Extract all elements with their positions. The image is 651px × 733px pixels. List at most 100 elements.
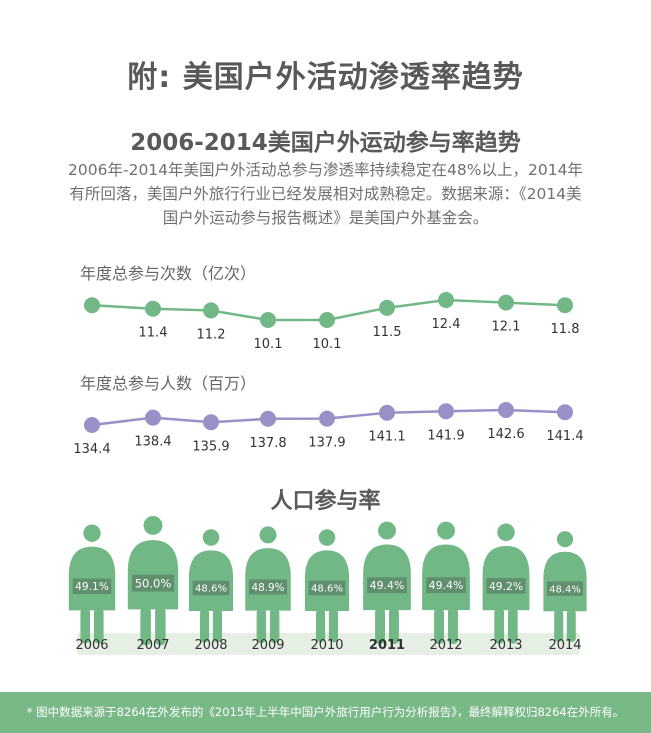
data-point [379, 404, 395, 421]
data-label: 142.6 [487, 427, 524, 442]
data-point [84, 297, 100, 314]
data-label: 12.1 [492, 320, 521, 335]
data-point [145, 300, 161, 317]
rate-label-bg [367, 577, 407, 594]
rate-label: 48.9% [251, 582, 284, 594]
year-label: 2014 [548, 638, 581, 653]
person-figure: 50.0% [127, 515, 179, 646]
person-head [556, 531, 574, 548]
person-leg [315, 609, 326, 643]
year-label: 2013 [489, 638, 522, 653]
data-point [379, 299, 395, 316]
data-point [438, 403, 454, 420]
person-leg [269, 608, 280, 643]
rate-label: 50.0% [135, 576, 172, 590]
participants-chart-title: 年度总参与人数（百万） [80, 374, 257, 393]
year-label: 2012 [429, 638, 462, 653]
chart-subtitle: 2006-2014美国户外运动参与率趋势 [130, 130, 521, 156]
data-point [203, 414, 219, 431]
person-head [497, 523, 515, 542]
description: 2006年-2014年美国户外活动总参与渗透率持续稳定在48%以上，2014年 … [42, 158, 609, 230]
rate-label: 49.2% [489, 580, 523, 593]
data-label: 11.2 [197, 327, 226, 342]
data-point [557, 297, 573, 314]
rate-label: 48.4% [549, 584, 580, 595]
person-figure: 48.6% [188, 529, 234, 643]
rate-label-bg [486, 578, 526, 594]
person-figure: 49.4% [363, 521, 411, 644]
data-point [498, 402, 514, 418]
data-label: 11.8 [551, 322, 580, 337]
data-point [438, 292, 454, 308]
data-point [319, 410, 335, 427]
rate-label: 48.6% [311, 584, 343, 595]
participation-rate-title: 人口参与率 [270, 489, 381, 514]
person-leg [80, 608, 91, 644]
person-leg [199, 609, 210, 643]
person-leg [434, 608, 445, 644]
data-point [319, 312, 335, 328]
year-label: 2010 [310, 638, 343, 653]
person-head [437, 521, 455, 540]
year-label: 2006 [75, 638, 108, 653]
data-point [498, 294, 514, 311]
person-leg [328, 609, 339, 643]
rate-label: 49.1% [75, 580, 109, 593]
person-leg [554, 609, 564, 642]
data-label: 141.1 [368, 430, 405, 445]
data-label: 12.4 [432, 317, 461, 332]
person-leg [140, 607, 151, 646]
footer-note: * 图中数据来源于8264在外发布的《2015年上半年中国户外旅行用户行为分析报… [0, 692, 651, 733]
rate-label-bg [308, 580, 346, 596]
description-line: 2006年-2014年美国户外活动总参与渗透率持续稳定在48%以上，2014年 [68, 161, 583, 179]
rate-label: 49.4% [429, 579, 464, 592]
year-label: 2007 [136, 638, 169, 653]
person-figure: 48.9% [245, 526, 291, 643]
person-figure: 49.1% [68, 524, 116, 644]
data-point [145, 409, 161, 426]
data-label: 135.9 [192, 439, 229, 454]
year-label: 2011 [369, 638, 405, 653]
person-head [83, 524, 101, 542]
rate-label-bg [72, 578, 112, 594]
trips-line-chart: 11.4 11.2 10.1 10.1 11.5 12.4 12.1 11.8 [84, 292, 580, 352]
description-line: 国户外运动参与报告概述》是美国户外基金会。 [162, 209, 489, 227]
year-label: 2009 [251, 638, 284, 653]
rate-label: 49.4% [370, 579, 405, 592]
data-label: 138.4 [134, 435, 171, 450]
data-label: 134.4 [73, 442, 110, 457]
person-figure: 48.6% [304, 529, 350, 643]
person-leg [375, 608, 386, 644]
data-point [260, 410, 276, 427]
data-label: 10.1 [313, 337, 342, 352]
data-label: 11.4 [139, 326, 168, 341]
rate-label: 48.6% [195, 584, 227, 595]
person-figure: 49.4% [422, 521, 470, 644]
data-point [203, 302, 219, 319]
person-head [318, 529, 336, 546]
description-line: 有所回落，美国户外旅行行业已经发展相对成熟稳定。数据来源：《2014美 [69, 185, 582, 203]
person-leg [566, 609, 576, 642]
participation-rate-chart: 49.1% 2006 50.0% 2007 48.6% 2008 48.9% 2009 48.6… [68, 515, 587, 653]
rate-label-bg [192, 580, 230, 596]
data-point [557, 404, 573, 421]
trips-chart-title: 年度总参与次数（亿次） [80, 264, 257, 283]
data-label: 11.5 [373, 325, 402, 340]
person-leg [494, 608, 505, 644]
person-head [202, 529, 220, 546]
data-label: 137.9 [308, 436, 345, 451]
data-point [84, 417, 100, 433]
person-leg [256, 608, 267, 643]
person-head [378, 521, 396, 540]
rate-label-bg [249, 579, 287, 595]
person-leg [447, 608, 458, 644]
person-leg [93, 608, 104, 644]
person-head [259, 526, 277, 544]
person-torso [127, 540, 179, 610]
rate-label-bg [132, 574, 174, 592]
person-figure: 49.2% [482, 523, 530, 644]
person-leg [155, 607, 166, 646]
person-leg [388, 608, 399, 644]
data-label: 10.1 [254, 337, 283, 352]
page-title: 附: 美国户外活动渗透率趋势 [127, 60, 524, 95]
